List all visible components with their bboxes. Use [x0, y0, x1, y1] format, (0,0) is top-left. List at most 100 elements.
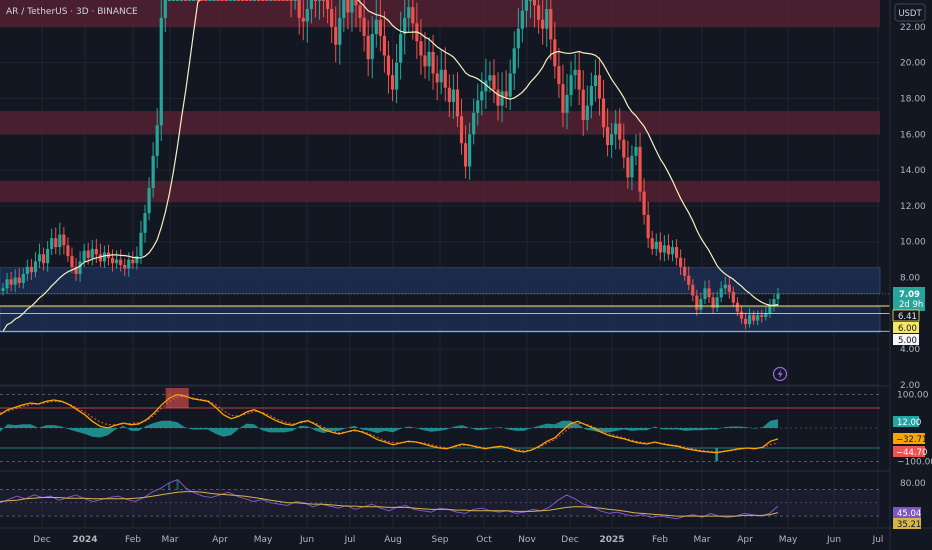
- candle-body: [155, 125, 159, 156]
- osc-hist-tag: 12.00: [893, 416, 921, 428]
- time-tick: Mar: [694, 535, 711, 545]
- price-tick: 20.00: [900, 59, 926, 69]
- candle-body: [715, 297, 719, 308]
- candle-body: [504, 91, 508, 97]
- osc-fast-line: [0, 394, 779, 454]
- candle-body: [297, 0, 301, 18]
- candle-body: [265, 0, 269, 1]
- candle-body: [171, 0, 176, 1]
- candle-body: [626, 157, 630, 178]
- candle-body: [772, 299, 776, 307]
- candle-body: [403, 17, 407, 35]
- price-tick: 18.00: [900, 94, 926, 104]
- candle-body: [565, 94, 569, 113]
- candle-body: [723, 284, 727, 289]
- candle-body: [208, 0, 212, 1]
- candle-body: [244, 0, 249, 1]
- candle-body: [330, 8, 334, 27]
- candle-body: [366, 35, 370, 60]
- candle-body: [476, 100, 480, 113]
- candle-body: [516, 28, 520, 49]
- candle-body: [293, 0, 297, 1]
- level-tag-b: 6.00: [893, 322, 919, 334]
- time-tick: Aug: [384, 535, 402, 545]
- candle-body: [496, 89, 500, 106]
- candle-body: [46, 248, 50, 264]
- time-tick: Feb: [125, 535, 141, 545]
- candle-body: [342, 0, 346, 18]
- candle-body: [480, 91, 484, 101]
- candle-body: [642, 191, 646, 215]
- rsi-ma-value: 35.21: [897, 520, 921, 530]
- candle-body: [541, 19, 545, 29]
- price-tick: 4.00: [900, 345, 920, 355]
- level-tag-yellow: 6.41: [892, 309, 920, 322]
- candle-body: [236, 0, 240, 1]
- candle-body: [638, 146, 642, 192]
- candle-body: [687, 275, 691, 285]
- candle-body: [115, 259, 119, 264]
- candle-body: [747, 315, 752, 325]
- candle-body: [735, 302, 740, 312]
- osc-slow-tag: −44.70: [893, 446, 927, 458]
- last-price-tag: 7.09 2d 9h: [893, 287, 925, 311]
- candle-body: [443, 69, 447, 88]
- candle-body: [135, 256, 139, 264]
- candle-body: [654, 241, 658, 249]
- candle-body: [305, 8, 309, 22]
- time-tick: Sep: [432, 535, 449, 545]
- rsi-value-tag: 45.04: [893, 507, 921, 519]
- price-tick: 16.00: [900, 130, 926, 140]
- candle-body: [50, 238, 54, 249]
- lightning-icon[interactable]: [772, 366, 788, 382]
- candle-body: [703, 288, 707, 300]
- candle-body: [683, 266, 687, 276]
- levels: [0, 293, 890, 332]
- candle-body: [338, 17, 342, 45]
- candle-body: [17, 277, 21, 283]
- osc-slow-line: [0, 395, 779, 453]
- candle-body: [455, 89, 460, 117]
- time-tick: Apr: [737, 535, 753, 545]
- candle-body: [192, 0, 196, 1]
- candle-body: [508, 73, 512, 97]
- candle-body: [179, 0, 184, 1]
- candle-body: [224, 0, 228, 1]
- candle-body: [666, 245, 671, 255]
- candle-body: [147, 188, 151, 214]
- price-axis: 22.00 20.00 18.00 16.00 14.00 12.00 10.00 8.00 6…: [897, 23, 932, 489]
- level-a-value: 6.41: [898, 312, 917, 322]
- candle-body: [139, 232, 143, 257]
- candle-body: [739, 311, 744, 319]
- candle-body: [512, 48, 516, 74]
- candle-body: [21, 273, 25, 283]
- candle-body: [597, 75, 602, 99]
- candle-body: [411, 7, 415, 24]
- candle-body: [472, 112, 476, 135]
- candle-body: [743, 318, 748, 325]
- supply-zone: [0, 111, 880, 135]
- rsi-value: 45.04: [897, 509, 921, 519]
- currency-button[interactable]: USDT: [894, 3, 926, 22]
- candle-body: [86, 250, 90, 258]
- candle-body: [605, 127, 610, 146]
- moving-average-line: [2, 0, 779, 332]
- candle-body: [127, 259, 131, 269]
- candle-body: [589, 85, 593, 106]
- time-tick: Oct: [476, 535, 492, 545]
- candle-body: [378, 19, 382, 36]
- candle-body: [731, 291, 735, 303]
- candle-body: [346, 0, 350, 13]
- candle-body: [228, 0, 232, 1]
- osc-fast-value: −32.71: [896, 435, 927, 445]
- candle-body: [500, 91, 504, 106]
- oscillator-panel: [0, 388, 880, 462]
- candle-body: [691, 284, 695, 296]
- candle-body: [439, 69, 443, 83]
- candle-body: [674, 247, 679, 258]
- candle-body: [520, 10, 524, 29]
- candle-body: [216, 0, 220, 1]
- candle-body: [159, 17, 163, 126]
- candle-body: [528, 0, 533, 1]
